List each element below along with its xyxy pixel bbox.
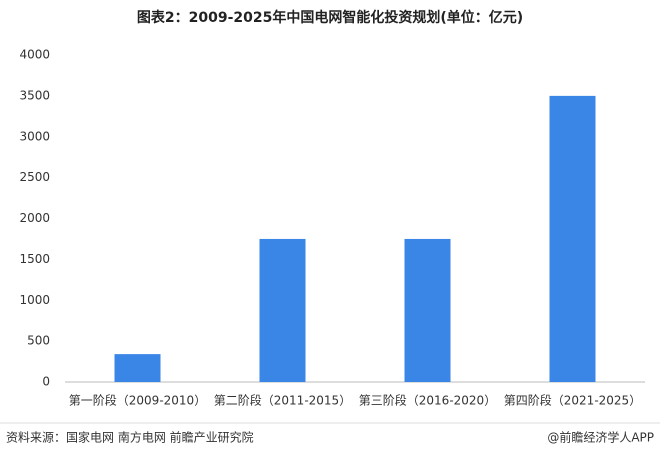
bar [549,95,596,382]
y-tick-label: 1000 [19,293,50,307]
y-tick-label: 2000 [19,211,50,225]
x-tick-label: 第二阶段（2011-2015） [214,393,351,408]
y-tick-label: 0 [42,375,50,389]
x-tick-label: 第四阶段（2021-2025） [504,393,641,408]
chart-title: 图表2：2009-2025年中国电网智能化投资规划(单位：亿元) [137,9,523,26]
source-note: 资料来源：国家电网 南方电网 前瞻产业研究院 [6,430,254,445]
bar [114,354,161,382]
y-tick-label: 1500 [19,252,50,266]
bar [259,238,306,382]
credit: @前瞻经济学人APP [547,430,654,445]
y-tick-label: 2500 [19,170,50,184]
y-tick-label: 500 [27,334,50,348]
bar [404,238,451,382]
x-tick-label: 第三阶段（2016-2020） [359,393,496,408]
y-tick-label: 3000 [19,129,50,143]
y-tick-label: 4000 [19,48,50,62]
x-tick-label: 第一阶段（2009-2010） [69,393,206,408]
y-tick-label: 3500 [19,88,50,102]
